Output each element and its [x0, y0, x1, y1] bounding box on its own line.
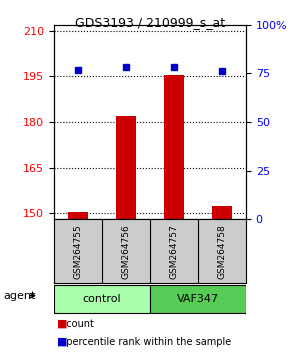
Text: GSM264758: GSM264758	[218, 224, 226, 279]
Text: GDS3193 / 210999_s_at: GDS3193 / 210999_s_at	[75, 16, 225, 29]
Bar	[116, 116, 136, 219]
Text: count: count	[60, 319, 94, 329]
Text: ■: ■	[57, 337, 68, 347]
Bar	[212, 206, 232, 219]
Bar	[68, 212, 88, 219]
Text: ■: ■	[57, 319, 68, 329]
Text: GSM264757: GSM264757	[169, 224, 178, 279]
Text: percentile rank within the sample: percentile rank within the sample	[60, 337, 231, 347]
Text: GSM264756: GSM264756	[122, 224, 130, 279]
Text: VAF347: VAF347	[177, 294, 219, 304]
Text: control: control	[83, 294, 121, 304]
FancyBboxPatch shape	[150, 285, 246, 314]
Bar	[164, 75, 184, 219]
FancyBboxPatch shape	[54, 285, 150, 314]
Text: agent: agent	[3, 291, 35, 301]
Text: GSM264755: GSM264755	[74, 224, 82, 279]
